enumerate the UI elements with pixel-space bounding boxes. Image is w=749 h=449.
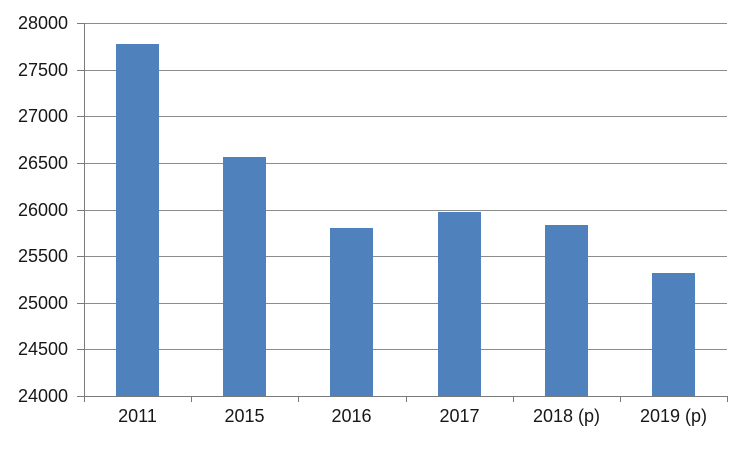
bar-2017 — [438, 212, 481, 396]
x-tick-label: 2018 (p) — [532, 406, 601, 426]
bar-2018p — [545, 225, 588, 396]
bar-2011 — [116, 44, 159, 396]
gridline — [84, 23, 727, 24]
gridline — [84, 116, 727, 117]
x-tick-label: 2019 (p) — [639, 406, 708, 426]
gridline — [84, 210, 727, 211]
y-axis-tick — [77, 116, 84, 117]
x-tick-label: 2015 — [224, 406, 265, 426]
x-axis-tick — [727, 396, 728, 402]
x-tick-label: 2017 — [439, 406, 480, 426]
y-axis-tick — [77, 70, 84, 71]
y-tick-label: 27500 — [17, 60, 68, 80]
gridline — [84, 256, 727, 257]
x-axis-line — [84, 396, 727, 397]
y-axis-tick — [77, 163, 84, 164]
y-tick-label: 24000 — [17, 386, 68, 406]
bar-2015 — [223, 157, 266, 396]
y-tick-label: 26500 — [17, 153, 68, 173]
gridline — [84, 349, 727, 350]
x-tick-label: 2016 — [331, 406, 372, 426]
y-axis-tick — [77, 256, 84, 257]
gridline — [84, 303, 727, 304]
x-tick-label: 2011 — [118, 406, 157, 426]
y-axis-tick — [77, 396, 84, 397]
gridline — [84, 70, 727, 71]
x-axis-tick — [191, 396, 192, 402]
y-tick-label: 28000 — [17, 13, 68, 33]
bar-2016 — [330, 228, 373, 396]
y-tick-label: 24500 — [17, 339, 68, 359]
bar-2019p — [652, 273, 695, 396]
y-axis-tick — [77, 349, 84, 350]
x-axis-tick — [513, 396, 514, 402]
y-axis-tick — [77, 210, 84, 211]
y-axis-line — [84, 23, 85, 402]
y-tick-label: 26000 — [17, 200, 68, 220]
y-tick-label: 25500 — [17, 246, 68, 266]
x-axis-tick — [620, 396, 621, 402]
y-axis-tick — [77, 23, 84, 24]
x-axis-tick — [406, 396, 407, 402]
y-axis-tick — [77, 303, 84, 304]
gridline — [84, 163, 727, 164]
x-axis-tick — [298, 396, 299, 402]
x-axis-tick — [84, 396, 85, 402]
y-tick-label: 25000 — [17, 293, 68, 313]
y-tick-label: 27000 — [17, 106, 68, 126]
